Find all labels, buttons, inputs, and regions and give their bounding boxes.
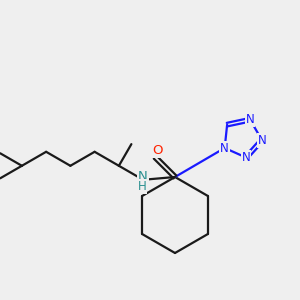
Text: N: N [242,151,250,164]
Text: N: N [138,170,148,183]
Text: O: O [152,144,163,157]
Text: N: N [257,134,266,147]
Text: H: H [138,180,146,193]
Text: N: N [220,142,229,154]
Text: N: N [246,113,254,126]
